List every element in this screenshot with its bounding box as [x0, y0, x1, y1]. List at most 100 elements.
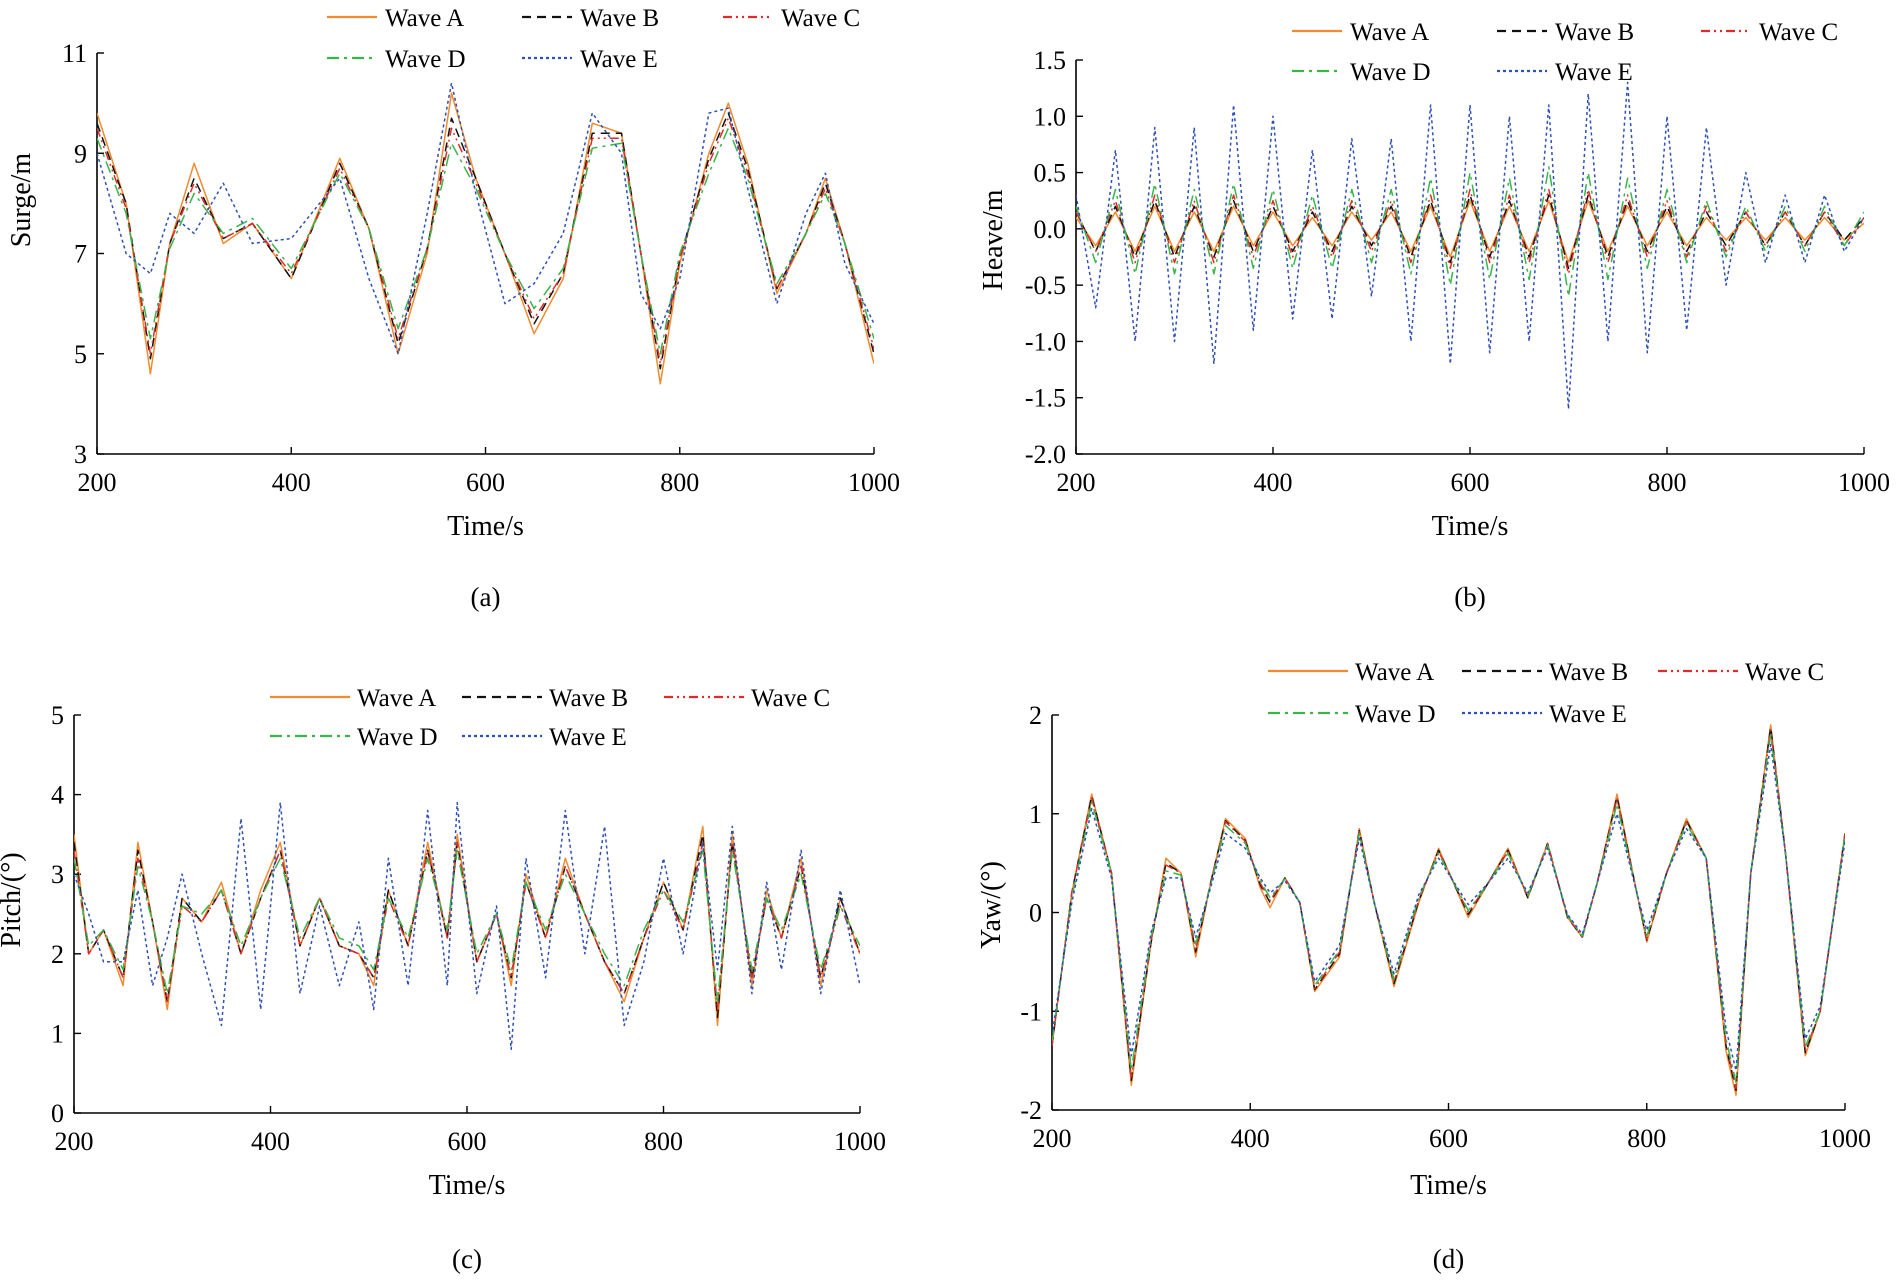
series-line-wave-b: [1076, 194, 1864, 270]
x-tick-label: 800: [1648, 468, 1687, 497]
legend-label: Wave E: [580, 46, 658, 73]
legend-label: Wave A: [1355, 659, 1434, 686]
chart-panel-c: 200 400 600 800 1000 0 1 2 3 4 5 Time/s Pitch/(°) (c)…: [0, 685, 886, 1274]
x-axis-title: Time/s: [1432, 511, 1509, 542]
x-tick-label: 400: [1254, 468, 1293, 497]
legend-label: Wave E: [1555, 59, 1633, 86]
y-tick-label: -1.5: [1025, 384, 1066, 413]
legend-label: Wave A: [1350, 19, 1429, 46]
y-tick-label: 3: [51, 860, 64, 889]
series-line-wave-e: [1076, 81, 1864, 410]
series-line-wave-b: [97, 112, 874, 370]
x-tick-label: 800: [660, 468, 699, 497]
x-tick-label: 200: [78, 468, 117, 497]
legend-label: Wave D: [1355, 701, 1436, 728]
y-axis-title: Pitch/(°): [0, 852, 27, 947]
series-line-wave-b: [74, 833, 860, 1019]
legend-label: Wave C: [781, 5, 860, 32]
legend: Wave A Wave B Wave C Wave D Wave E: [1292, 19, 1838, 86]
series-line-wave-e: [74, 801, 860, 1051]
x-tick-label: 400: [251, 1127, 290, 1156]
x-axis-title: Time/s: [447, 511, 524, 542]
legend: Wave A Wave B Wave C Wave D Wave E: [270, 685, 830, 751]
y-tick-label: -0.5: [1025, 271, 1066, 300]
legend-label: Wave D: [385, 46, 466, 73]
y-tick-label: 1.0: [1034, 102, 1067, 131]
y-tick-label: -2: [1020, 1096, 1042, 1125]
y-tick-label: 0: [1029, 899, 1042, 928]
legend-label: Wave C: [1759, 19, 1838, 46]
y-axis-title: Heave/m: [978, 189, 1009, 290]
series-line-wave-d: [74, 849, 860, 1003]
y-tick-label: -1.0: [1025, 327, 1066, 356]
x-tick-label: 200: [1033, 1124, 1072, 1153]
y-tick-label: 7: [74, 240, 87, 269]
y-tick-label: 1: [1029, 800, 1042, 829]
x-tick-label: 800: [1627, 1124, 1666, 1153]
series-line-wave-b: [1052, 726, 1845, 1092]
y-axis-title: Yaw/(°): [976, 861, 1007, 949]
chart-panel-b: 200 400 600 800 1000 -2.0 -1.5 -1.0 -0.5 0.0 0.5 1.…: [978, 19, 1890, 612]
y-tick-label: 5: [51, 701, 64, 730]
x-tick-label: 400: [272, 468, 311, 497]
y-tick-label: 0.5: [1034, 159, 1067, 188]
panel-label: (c): [452, 1244, 482, 1274]
y-tick-label: 2: [51, 940, 64, 969]
y-tick-label: 1: [51, 1019, 64, 1048]
y-axis-title: Surge/m: [6, 153, 37, 248]
legend-label: Wave B: [549, 685, 628, 712]
legend-label: Wave D: [1350, 59, 1431, 86]
series-line-wave-a: [74, 825, 860, 1027]
y-tick-label: 0: [51, 1099, 64, 1128]
y-tick-label: 9: [74, 139, 87, 168]
series-group: [1052, 724, 1845, 1096]
legend-label: Wave B: [580, 5, 659, 32]
legend-label: Wave B: [1555, 19, 1634, 46]
x-axis-title: Time/s: [429, 1170, 506, 1201]
legend: Wave A Wave B Wave C Wave D Wave E: [327, 5, 860, 73]
panel-label: (d): [1433, 1244, 1464, 1274]
x-tick-label: 600: [466, 468, 505, 497]
x-tick-label: 200: [1057, 468, 1096, 497]
x-tick-label: 800: [644, 1127, 683, 1156]
legend-label: Wave B: [1549, 659, 1628, 686]
series-line-wave-c: [1076, 188, 1864, 275]
legend-label: Wave D: [357, 724, 438, 751]
series-line-wave-d: [97, 127, 874, 355]
series-group: [97, 82, 874, 385]
y-tick-label: -1: [1020, 997, 1042, 1026]
legend-label: Wave E: [549, 724, 627, 751]
series-line-wave-d: [1052, 734, 1845, 1084]
x-tick-label: 1000: [834, 1127, 886, 1156]
x-tick-label: 1000: [1838, 468, 1890, 497]
series-line-wave-c: [97, 117, 874, 365]
x-tick-label: 600: [448, 1127, 487, 1156]
legend-label: Wave E: [1549, 701, 1627, 728]
series-line-wave-e: [97, 82, 874, 355]
y-tick-label: 1.5: [1034, 46, 1067, 75]
series-group: [1076, 81, 1864, 410]
y-tick-label: 2: [1029, 701, 1042, 730]
series-line-wave-a: [97, 92, 874, 385]
x-tick-label: 400: [1231, 1124, 1270, 1153]
legend-label: Wave C: [751, 685, 830, 712]
x-axis-title: Time/s: [1410, 1170, 1487, 1201]
legend: Wave A Wave B Wave C Wave D Wave E: [1268, 659, 1824, 728]
x-tick-label: 1000: [1819, 1124, 1871, 1153]
y-tick-label: 3: [74, 440, 87, 469]
x-tick-label: 600: [1451, 468, 1490, 497]
series-line-wave-c: [74, 841, 860, 1011]
y-tick-label: 0.0: [1034, 215, 1067, 244]
y-tick-label: 5: [74, 340, 87, 369]
series-line-wave-d: [1076, 166, 1864, 298]
legend-label: Wave C: [1745, 659, 1824, 686]
x-tick-label: 600: [1429, 1124, 1468, 1153]
chart-panel-a: 200 400 600 800 1000 3 5 7 9 11 Time/s Surge/m (a) Wa…: [6, 5, 900, 612]
y-tick-label: -2.0: [1025, 440, 1066, 469]
y-tick-label: 11: [62, 39, 87, 68]
panel-label: (b): [1454, 582, 1485, 612]
legend-label: Wave A: [385, 5, 464, 32]
panel-label: (a): [471, 582, 501, 612]
chart-panel-d: 200 400 600 800 1000 -2 -1 0 1 2 Time/s Yaw/(°) (d) W…: [976, 659, 1871, 1274]
